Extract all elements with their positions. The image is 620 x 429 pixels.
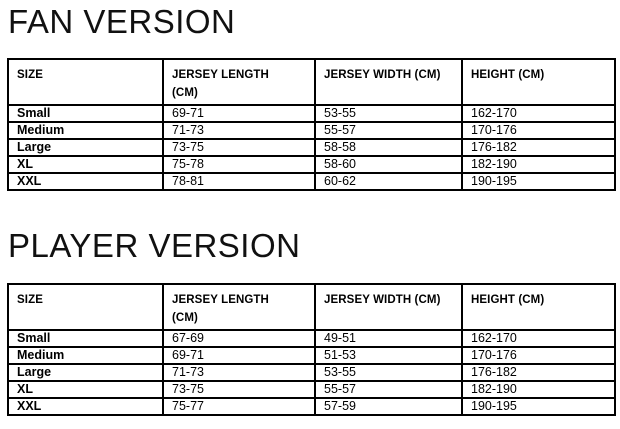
column-header-label: JERSEY WIDTH (CM) — [324, 69, 441, 81]
section-title-player: PLAYER VERSION — [8, 227, 301, 264]
table-row: XXL 75-77 57-59 190-195 — [7, 397, 616, 416]
size-cell: XXL — [7, 397, 164, 416]
column-header-size: SIZE — [7, 283, 164, 331]
jersey-width-cell: 58-58 — [314, 138, 463, 157]
height-cell: 176-182 — [461, 138, 616, 157]
jersey-length-cell: 69-71 — [162, 346, 316, 365]
size-cell: Large — [7, 363, 164, 382]
jersey-length-cell: 73-75 — [162, 138, 316, 157]
height-cell: 190-195 — [461, 397, 616, 416]
column-header-label: (CM) — [172, 87, 198, 99]
column-header-size: SIZE — [7, 58, 164, 106]
jersey-width-cell: 53-55 — [314, 104, 463, 123]
table-row: Medium 71-73 55-57 170-176 — [7, 121, 616, 140]
column-header-jersey-width: JERSEY WIDTH (CM) — [314, 283, 463, 331]
jersey-width-cell: 55-57 — [314, 121, 463, 140]
table-row: Medium 69-71 51-53 170-176 — [7, 346, 616, 365]
height-cell: 162-170 — [461, 104, 616, 123]
column-header-label: JERSEY WIDTH (CM) — [324, 294, 441, 306]
column-header-jersey-length: JERSEY LENGTH (CM) — [162, 283, 316, 331]
size-cell: XXL — [7, 172, 164, 191]
jersey-length-cell: 75-78 — [162, 155, 316, 174]
size-cell: XL — [7, 380, 164, 399]
size-cell: Medium — [7, 346, 164, 365]
jersey-width-cell: 58-60 — [314, 155, 463, 174]
column-header-height: HEIGHT (CM) — [461, 283, 616, 331]
table-row: XL 73-75 55-57 182-190 — [7, 380, 616, 399]
table-header-row: SIZE JERSEY LENGTH (CM) JERSEY WIDTH (CM… — [7, 58, 616, 106]
jersey-width-cell: 51-53 — [314, 346, 463, 365]
height-cell: 182-190 — [461, 155, 616, 174]
fan-size-table: SIZE JERSEY LENGTH (CM) JERSEY WIDTH (CM… — [7, 58, 616, 191]
height-cell: 190-195 — [461, 172, 616, 191]
jersey-length-cell: 78-81 — [162, 172, 316, 191]
jersey-length-cell: 67-69 — [162, 329, 316, 348]
column-header-label: HEIGHT (CM) — [471, 69, 545, 81]
size-cell: Medium — [7, 121, 164, 140]
table-row: XL 75-78 58-60 182-190 — [7, 155, 616, 174]
size-cell: Small — [7, 329, 164, 348]
height-cell: 176-182 — [461, 363, 616, 382]
jersey-length-cell: 73-75 — [162, 380, 316, 399]
column-header-label: JERSEY LENGTH — [172, 69, 269, 81]
jersey-width-cell: 55-57 — [314, 380, 463, 399]
column-header-label: (CM) — [172, 312, 198, 324]
height-cell: 162-170 — [461, 329, 616, 348]
column-header-jersey-length: JERSEY LENGTH (CM) — [162, 58, 316, 106]
jersey-width-cell: 57-59 — [314, 397, 463, 416]
table-row: Small 69-71 53-55 162-170 — [7, 104, 616, 123]
column-header-label: HEIGHT (CM) — [471, 294, 545, 306]
column-header-label: SIZE — [17, 69, 43, 81]
jersey-length-cell: 75-77 — [162, 397, 316, 416]
jersey-width-cell: 49-51 — [314, 329, 463, 348]
jersey-length-cell: 71-73 — [162, 363, 316, 382]
height-cell: 170-176 — [461, 121, 616, 140]
table-row: Large 71-73 53-55 176-182 — [7, 363, 616, 382]
size-cell: XL — [7, 155, 164, 174]
height-cell: 170-176 — [461, 346, 616, 365]
section-title-fan: FAN VERSION — [8, 3, 236, 40]
jersey-width-cell: 53-55 — [314, 363, 463, 382]
table-row: Small 67-69 49-51 162-170 — [7, 329, 616, 348]
column-header-jersey-width: JERSEY WIDTH (CM) — [314, 58, 463, 106]
jersey-width-cell: 60-62 — [314, 172, 463, 191]
jersey-length-cell: 69-71 — [162, 104, 316, 123]
height-cell: 182-190 — [461, 380, 616, 399]
jersey-length-cell: 71-73 — [162, 121, 316, 140]
column-header-height: HEIGHT (CM) — [461, 58, 616, 106]
table-header-row: SIZE JERSEY LENGTH (CM) JERSEY WIDTH (CM… — [7, 283, 616, 331]
column-header-label: SIZE — [17, 294, 43, 306]
table-row: XXL 78-81 60-62 190-195 — [7, 172, 616, 191]
table-row: Large 73-75 58-58 176-182 — [7, 138, 616, 157]
player-size-table: SIZE JERSEY LENGTH (CM) JERSEY WIDTH (CM… — [7, 283, 616, 416]
size-cell: Large — [7, 138, 164, 157]
column-header-label: JERSEY LENGTH — [172, 294, 269, 306]
size-cell: Small — [7, 104, 164, 123]
